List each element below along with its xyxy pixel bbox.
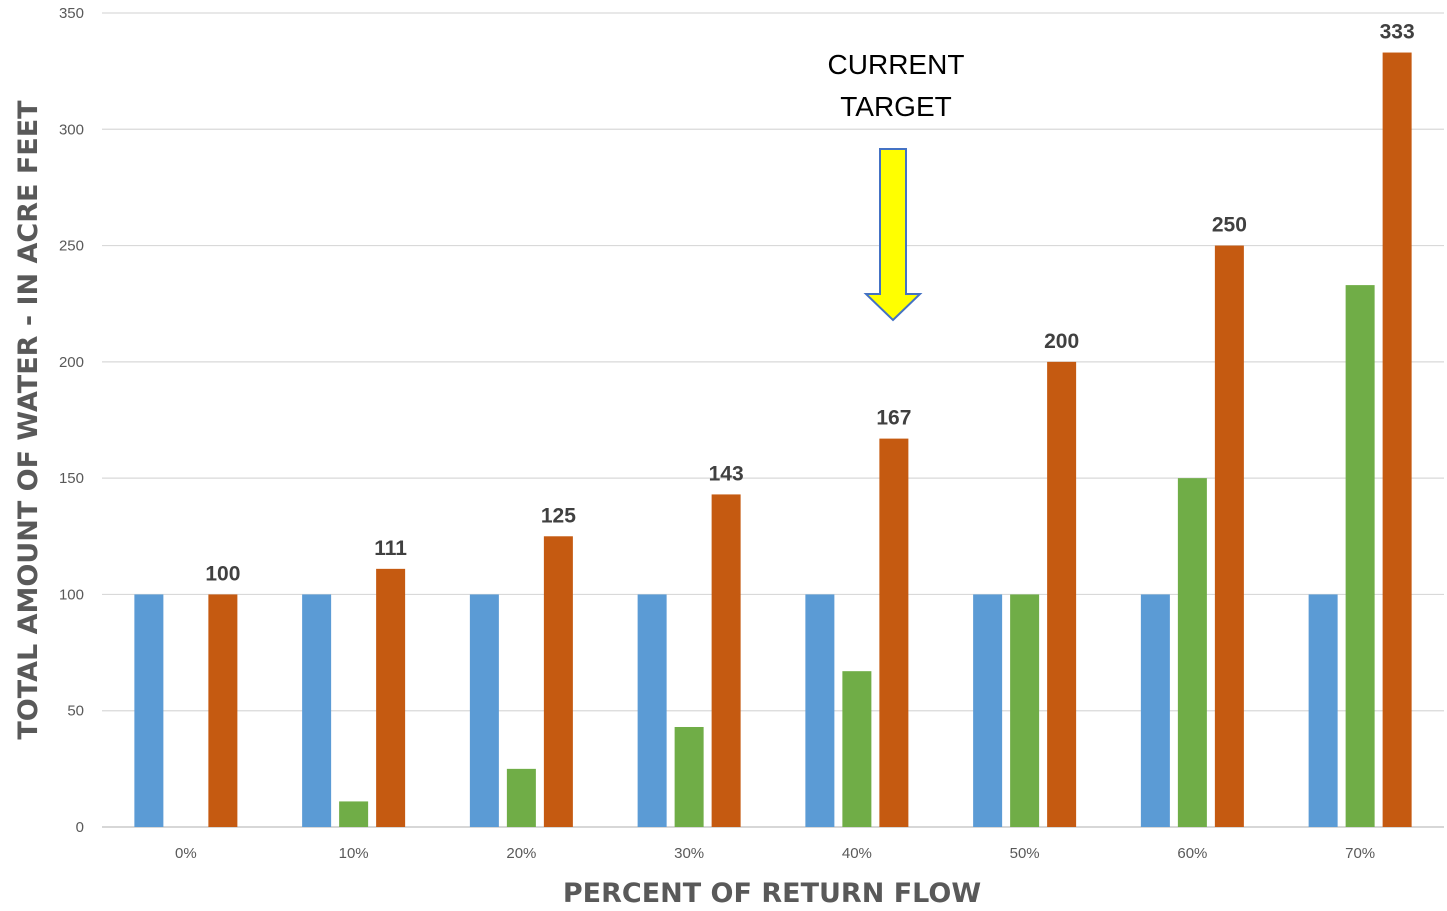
y-tick-label: 50 xyxy=(67,703,84,720)
bar xyxy=(506,768,536,827)
data-labels: 100 111 125 143 167 200 250 333 xyxy=(205,21,1414,586)
bar xyxy=(842,671,872,827)
annotation-line-2: TARGET xyxy=(840,91,951,122)
data-label: 200 xyxy=(1044,330,1079,353)
x-tick-label: 10% xyxy=(339,845,369,862)
y-tick-label: 300 xyxy=(59,121,84,138)
bar xyxy=(339,801,369,827)
bar xyxy=(208,594,238,827)
bar xyxy=(1214,245,1244,828)
bar xyxy=(543,536,573,827)
bar xyxy=(711,494,741,827)
data-label: 333 xyxy=(1380,21,1415,44)
bar xyxy=(469,594,499,827)
bar xyxy=(1382,52,1412,827)
data-label: 143 xyxy=(709,462,744,485)
bar xyxy=(376,568,406,827)
data-label: 100 xyxy=(205,562,240,585)
bar xyxy=(1010,594,1040,827)
annotation-line-1: CURRENT xyxy=(828,49,965,80)
x-tick-label: 40% xyxy=(842,845,872,862)
bar xyxy=(134,594,164,827)
y-tick-label: 250 xyxy=(59,238,84,255)
x-axis-title: PERCENT OF RETURN FLOW xyxy=(563,878,981,909)
down-arrow-icon xyxy=(863,148,923,322)
data-label: 111 xyxy=(374,537,407,560)
x-tick-label: 20% xyxy=(506,845,536,862)
y-tick-label: 0 xyxy=(76,819,84,836)
bar xyxy=(1308,594,1338,827)
bar xyxy=(302,594,332,827)
x-tick-label: 0% xyxy=(175,845,197,862)
y-tick-label: 350 xyxy=(59,5,84,22)
tick-labels: 0 50 100 150 200 250 300 350 0% 10% 20% 30% 40% 50% 60… xyxy=(59,5,1375,862)
bar xyxy=(805,594,835,827)
y-tick-label: 200 xyxy=(59,354,84,371)
bars xyxy=(134,52,1412,828)
bar xyxy=(973,594,1003,827)
y-tick-label: 100 xyxy=(59,586,84,603)
bar xyxy=(1047,361,1077,827)
data-label: 125 xyxy=(541,504,576,527)
bar xyxy=(1345,285,1375,827)
x-tick-label: 30% xyxy=(674,845,704,862)
y-axis-title: TOTAL AMOUNT OF WATER - IN ACRE FEET xyxy=(13,100,44,740)
current-target-annotation: CURRENT TARGET xyxy=(828,49,965,322)
x-tick-label: 60% xyxy=(1177,845,1207,862)
data-label: 167 xyxy=(876,407,911,430)
bar xyxy=(1177,478,1207,827)
bar xyxy=(674,726,704,827)
bar xyxy=(879,438,909,827)
bar xyxy=(1140,594,1170,827)
x-tick-label: 70% xyxy=(1345,845,1375,862)
x-tick-label: 50% xyxy=(1010,845,1040,862)
y-tick-label: 150 xyxy=(59,470,84,487)
bar xyxy=(637,594,667,827)
data-label: 250 xyxy=(1212,214,1247,237)
